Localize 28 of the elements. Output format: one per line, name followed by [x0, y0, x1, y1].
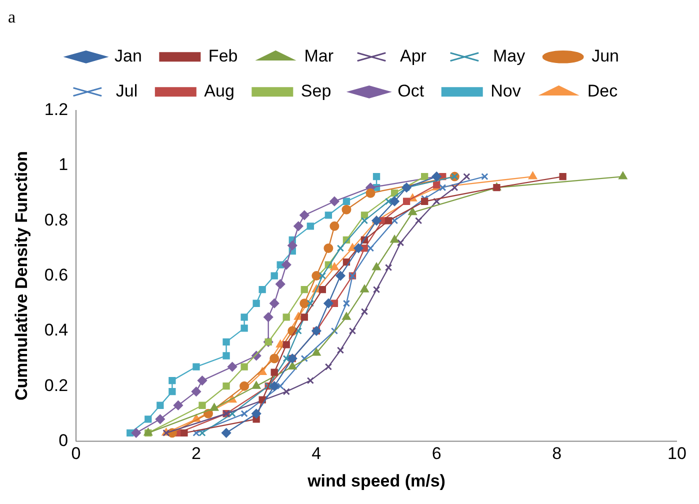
legend-label: Dec [587, 82, 618, 101]
x-tick-label: 10 [668, 444, 686, 464]
x-tick-label: 4 [312, 444, 322, 464]
y-tick-label: 0 [58, 430, 68, 450]
legend-label: Nov [490, 82, 522, 101]
legend-label: Jun [592, 46, 619, 66]
y-tick-label: 0.6 [44, 265, 68, 284]
y-tick-label: 0.8 [44, 210, 68, 230]
y-tick-label: 1.2 [44, 100, 68, 120]
x-tick-label: 6 [432, 444, 442, 464]
legend-label: Feb [208, 46, 238, 66]
legend-label: Sep [300, 82, 332, 101]
legend-label: May [492, 46, 526, 66]
y-tick-label: 1 [58, 155, 68, 174]
legend-label: Mar [304, 46, 334, 66]
legend-label: Jul [116, 82, 138, 101]
legend-label: Aug [204, 82, 234, 101]
legend-label: Apr [400, 46, 427, 66]
x-tick-label: 0 [71, 444, 81, 464]
x-tick-label: 8 [552, 444, 562, 464]
chart-title: a [8, 8, 16, 27]
y-tick-label: 0.2 [44, 376, 68, 395]
legend-label: Jan [114, 46, 142, 66]
x-tick-label: 2 [191, 444, 201, 464]
y-tick-label: 0.4 [44, 320, 68, 340]
y-axis-title: Cummulative Density Function [12, 151, 31, 400]
x-axis-title: wind speed (m/s) [306, 471, 446, 490]
legend-label: Oct [398, 82, 424, 101]
